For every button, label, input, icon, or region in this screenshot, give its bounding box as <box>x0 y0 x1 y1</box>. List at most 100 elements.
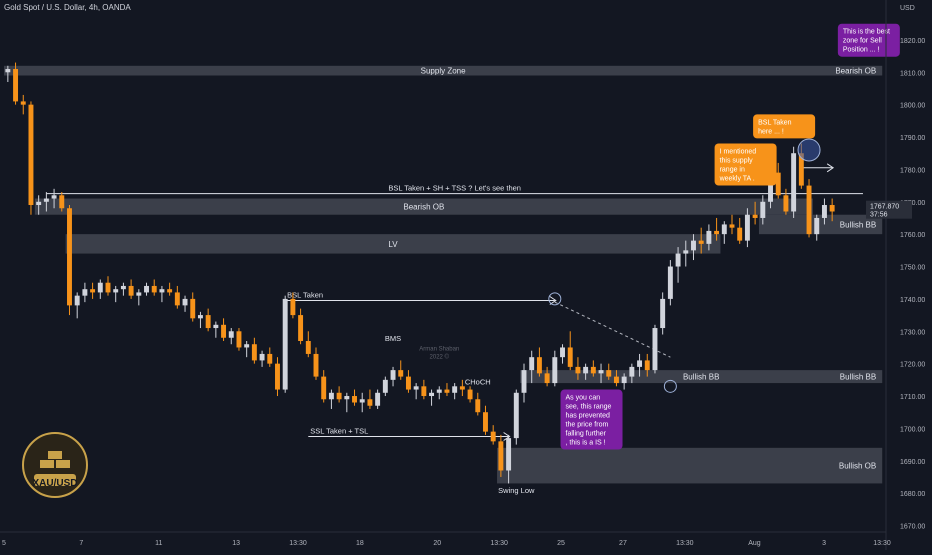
callout-box <box>560 389 623 450</box>
zone-box <box>65 234 721 254</box>
candle-body <box>128 285 134 296</box>
candle-body <box>197 315 203 319</box>
y-tick-label: 1760.00 <box>900 232 925 239</box>
zone-box <box>34 198 813 215</box>
y-tick-label: 1680.00 <box>900 491 925 498</box>
candle-body <box>151 285 157 293</box>
y-tick-label: 1670.00 <box>900 524 925 531</box>
candle-body <box>536 357 542 374</box>
candle-body <box>513 392 519 439</box>
candle-body <box>744 214 750 241</box>
candle-body <box>136 292 142 296</box>
candle-body <box>398 370 404 377</box>
candle-body <box>82 289 88 296</box>
candle-body <box>74 295 80 306</box>
zone-right-label: Bullish OB <box>839 462 876 471</box>
candle-body <box>290 298 296 316</box>
candle-body <box>13 69 19 102</box>
candle-body <box>67 208 72 306</box>
candle-body <box>467 389 473 400</box>
y-tick-label: 1690.00 <box>900 459 925 466</box>
candle-body <box>660 298 666 329</box>
arrow-right-icon <box>549 296 557 305</box>
callout-box <box>837 23 900 57</box>
candle-body <box>752 214 758 218</box>
candle-body <box>721 224 727 235</box>
candle-body <box>105 282 111 293</box>
candle-body <box>28 104 34 206</box>
candle-body <box>236 331 242 348</box>
callout-text: falling further <box>566 431 607 438</box>
symbol-title: Gold Spot / U.S. Dollar, 4h, OANDA <box>4 3 131 12</box>
candle-body <box>760 201 766 218</box>
x-tick-label: 13:30 <box>490 540 508 547</box>
candle-body <box>43 198 49 202</box>
callout-text: range in <box>720 167 745 174</box>
y-tick-label: 1810.00 <box>900 70 925 77</box>
x-tick-label: 18 <box>356 540 364 547</box>
watermark-text: 2022 © <box>430 354 450 361</box>
x-tick-label: 13:30 <box>873 540 891 547</box>
x-tick-label: 3 <box>822 540 826 547</box>
candle-body <box>429 392 435 397</box>
callout-text: I mentioned <box>720 149 757 156</box>
callout-text: BSL Taken <box>758 119 792 126</box>
candle-body <box>783 195 789 212</box>
candle-body <box>228 331 234 338</box>
candle-body <box>359 399 365 403</box>
candle-body <box>521 370 527 393</box>
candle-body <box>483 412 488 432</box>
callout-text: Position ... ! <box>843 47 880 54</box>
candle-body <box>698 240 704 244</box>
candle-body <box>675 253 681 267</box>
chart-label: CHoCH <box>465 378 491 387</box>
candle-body <box>221 324 227 338</box>
currency-label: USD <box>900 5 915 12</box>
candle-body <box>336 392 342 400</box>
candle-body <box>821 205 827 218</box>
zone-right-label: Bullish BB <box>840 220 876 229</box>
candle-body <box>598 370 604 374</box>
candle-body <box>305 340 311 354</box>
zone-label: Supply Zone <box>421 67 466 76</box>
candle-body <box>683 250 689 254</box>
candle-body <box>421 386 427 397</box>
candle-body <box>382 379 388 393</box>
candle-body <box>36 201 42 206</box>
callout-text: see, this range <box>566 404 612 411</box>
y-tick-label: 1740.00 <box>900 297 925 304</box>
y-tick-label: 1730.00 <box>900 329 925 336</box>
candle-body <box>51 195 57 199</box>
logo-text: XAU/USD <box>32 478 78 489</box>
candle-body <box>506 438 512 471</box>
candle-body <box>367 399 373 406</box>
candle-body <box>452 386 458 393</box>
candle-body <box>829 205 835 212</box>
candle-body <box>652 328 658 371</box>
y-tick-label: 1800.00 <box>900 103 925 110</box>
candle-body <box>113 289 119 293</box>
callout-text: the price from <box>566 422 609 429</box>
candle-body <box>613 376 619 384</box>
highlight-circle <box>663 379 677 393</box>
candle-body <box>629 366 635 377</box>
candle-body <box>59 195 65 209</box>
candle-body <box>667 266 673 299</box>
candle-body <box>436 389 442 393</box>
candle-body <box>567 347 573 367</box>
x-tick-label: 11 <box>155 540 162 547</box>
highlight-circle <box>797 138 821 162</box>
chart-label: Swing Low <box>498 486 535 495</box>
candle-body <box>706 230 712 244</box>
callout-text: this supply <box>720 158 754 165</box>
candle-body <box>552 357 558 384</box>
y-tick-label: 1780.00 <box>900 167 925 174</box>
candle-body <box>575 366 581 374</box>
candle-body <box>390 370 396 380</box>
chart-label: BMS <box>385 334 401 343</box>
candle-body <box>282 298 288 390</box>
x-tick-label: 13:30 <box>676 540 694 547</box>
zone-label: Bearish OB <box>403 203 444 212</box>
